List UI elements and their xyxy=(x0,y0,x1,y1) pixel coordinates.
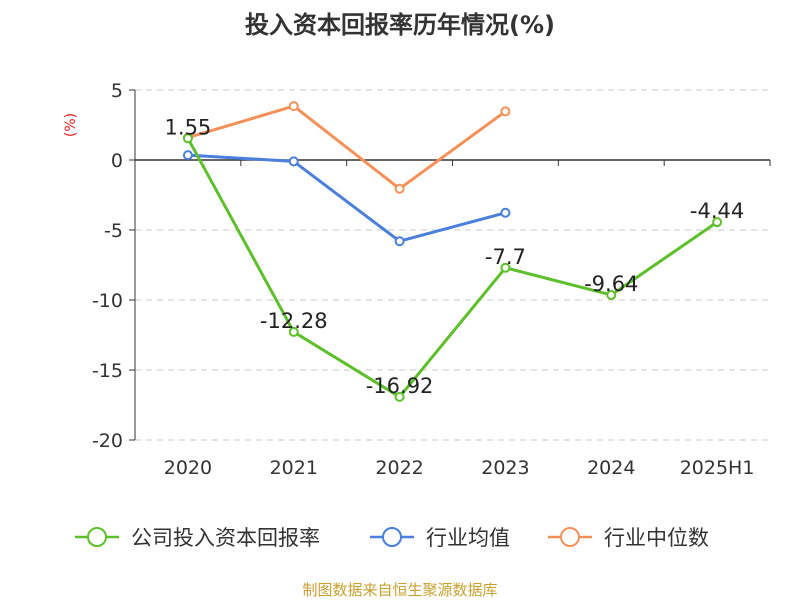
series-point xyxy=(394,183,405,194)
series-point xyxy=(394,391,405,402)
x-tick-label: 2022 xyxy=(375,457,423,479)
data-label: 1.55 xyxy=(165,115,212,139)
data-labels: 1.55 -12.28 -16.92 -7.7 -9.64 -4.44 xyxy=(165,115,745,398)
series-lines xyxy=(182,101,723,402)
y-tick-label: -5 xyxy=(104,220,123,242)
legend: 公司投入资本回报率 行业均值 行业中位数 xyxy=(75,526,709,550)
series-point xyxy=(394,236,405,247)
y-tick-label: -10 xyxy=(92,290,123,312)
legend-label: 行业均值 xyxy=(426,526,510,550)
axes: 5 0 -5 -10 -15 -20 2020 2021 2022 2023 2024 2025H1 xyxy=(92,80,771,479)
series-point xyxy=(182,150,193,161)
series-point xyxy=(182,133,193,144)
data-label: -4.44 xyxy=(690,199,744,223)
series-point xyxy=(288,156,299,167)
y-tick-label: -20 xyxy=(92,430,123,452)
data-label: -12.28 xyxy=(260,309,328,333)
series-point xyxy=(606,289,617,300)
series-point xyxy=(712,217,723,228)
legend-marker xyxy=(560,527,580,547)
x-tick-label: 2021 xyxy=(270,457,318,479)
grid-lines xyxy=(135,89,770,441)
chart-title: 投入资本回报率历年情况(%) xyxy=(245,11,555,39)
legend-item: 行业均值 xyxy=(370,526,510,550)
series-point xyxy=(500,262,511,273)
series-line xyxy=(186,137,718,399)
series-line xyxy=(187,104,507,191)
legend-label: 行业中位数 xyxy=(604,526,709,550)
source-footer: 制图数据来自恒生聚源数据库 xyxy=(302,581,497,599)
y-tick-label: -15 xyxy=(92,360,123,382)
legend-item: 公司投入资本回报率 xyxy=(75,526,320,550)
y-tick-label: 5 xyxy=(111,80,123,102)
x-tick-label: 2024 xyxy=(587,457,635,479)
series-point xyxy=(288,326,299,337)
legend-item: 行业中位数 xyxy=(548,526,709,550)
series-line xyxy=(187,153,506,243)
legend-label: 公司投入资本回报率 xyxy=(131,526,320,550)
data-label: -9.64 xyxy=(584,272,638,296)
legend-marker xyxy=(87,527,107,547)
series-point xyxy=(288,101,299,112)
data-label: -7.7 xyxy=(485,245,526,269)
series-point xyxy=(500,106,511,117)
x-tick-label: 2020 xyxy=(164,457,212,479)
data-label: -16.92 xyxy=(366,374,434,398)
series-point xyxy=(500,207,511,218)
y-axis-label: (%) xyxy=(63,113,79,137)
x-tick-label: 2023 xyxy=(481,457,529,479)
legend-marker xyxy=(382,527,402,547)
x-tick-label: 2025H1 xyxy=(680,457,755,479)
y-tick-label: 0 xyxy=(111,150,123,172)
